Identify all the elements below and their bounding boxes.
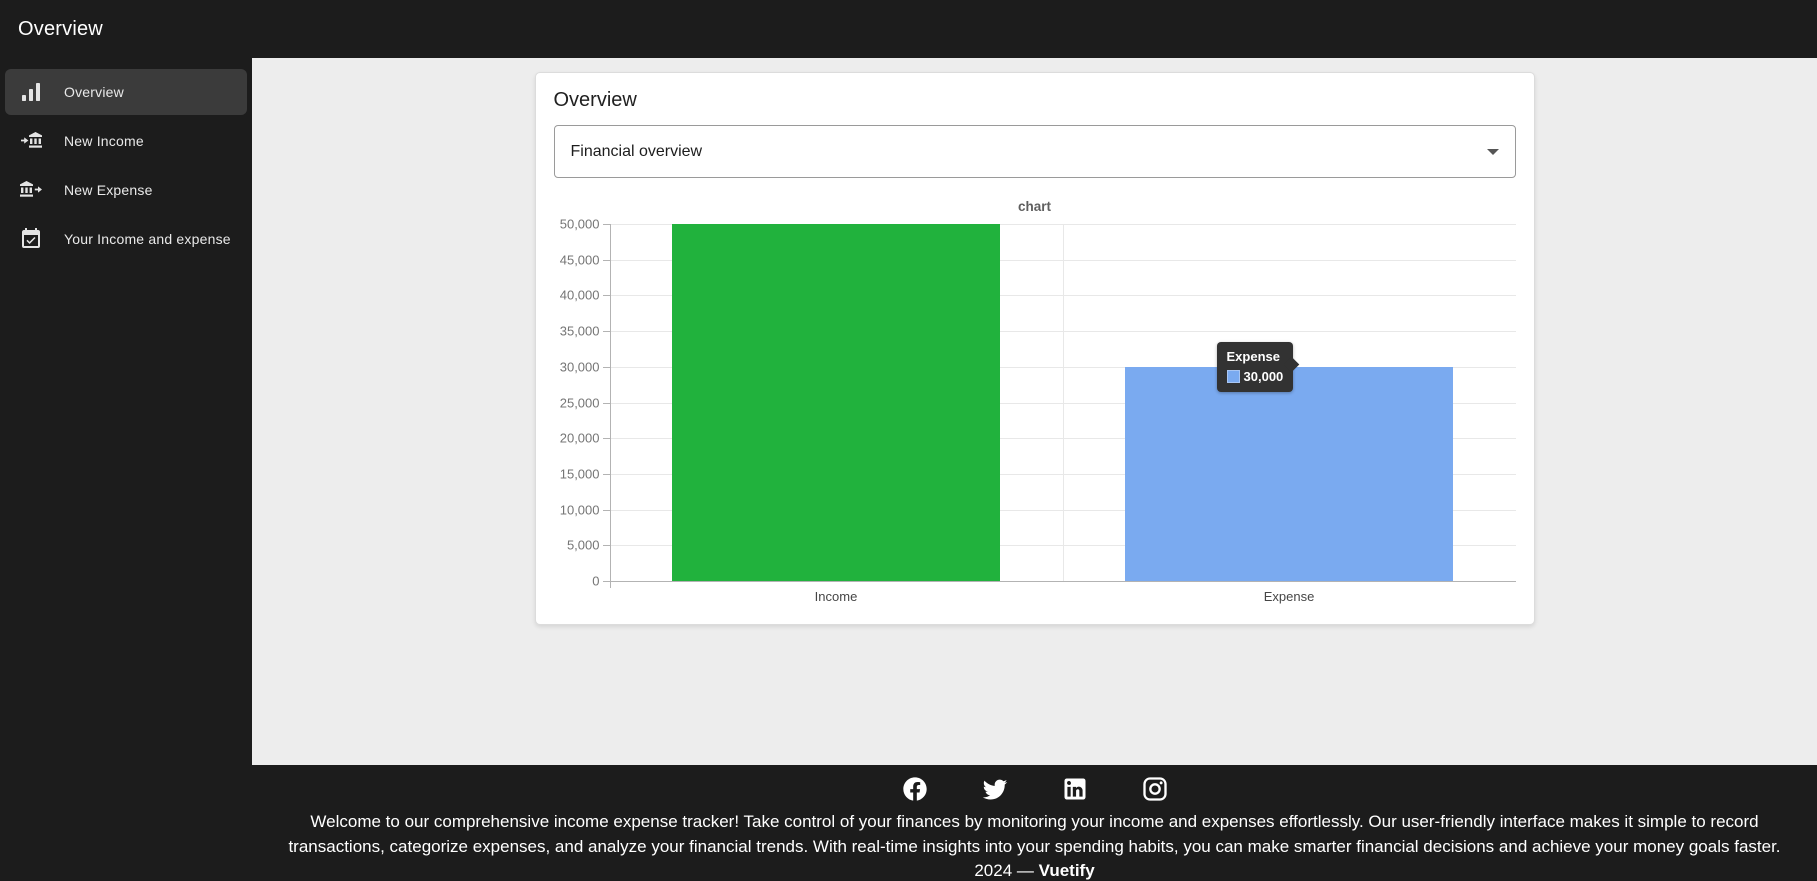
social-links [252, 775, 1817, 803]
x-category-label: Income [814, 589, 858, 604]
axis-tick [602, 509, 610, 511]
y-tick-label: 0 [592, 573, 600, 589]
bar-column [610, 224, 1063, 581]
tooltip-series-label: Expense [1226, 348, 1280, 364]
y-axis-labels: 50,000 45,000 40,000 35,000 30,000 25,000 20,0… [553, 217, 610, 589]
plot-area: Expense 30,000 [602, 224, 1516, 588]
footer-welcome-text: Welcome to our comprehensive income expe… [288, 812, 1781, 856]
overview-card: Overview Financial overview chart 50,000… [534, 72, 1535, 625]
bar-chart: chart 50,000 45,000 40,000 35,000 30,000 25,0… [536, 199, 1534, 604]
axis-tick [602, 402, 610, 404]
axis-tick [602, 366, 610, 368]
app-bar: Overview [0, 0, 1817, 58]
axis-tick [602, 473, 610, 475]
x-category-label: Expense [1263, 589, 1315, 604]
y-tick-label: 15,000 [559, 466, 600, 482]
facebook-icon[interactable] [901, 775, 929, 803]
y-tick-label: 10,000 [559, 502, 600, 518]
footer: Welcome to our comprehensive income expe… [0, 765, 1817, 881]
y-tick-label: 5,000 [566, 537, 600, 553]
sidebar-item-new-income[interactable]: New Income [5, 118, 247, 164]
chevron-down-icon [1486, 148, 1499, 155]
sidebar-item-label: Overview [64, 84, 124, 100]
sidebar-item-label: New Expense [64, 182, 153, 198]
bar-expense[interactable] [1124, 366, 1454, 581]
bar-income[interactable] [671, 224, 1001, 581]
y-tick-label: 25,000 [559, 395, 600, 410]
gridline [609, 581, 1516, 582]
axis-tick [602, 545, 610, 547]
footer-year: 2024 — [974, 861, 1039, 880]
bar-chart-icon [19, 80, 43, 104]
chart-title: chart [1017, 199, 1051, 214]
vertical-gridline [1062, 224, 1064, 581]
y-axis-line [609, 224, 611, 588]
calendar-check-icon [19, 227, 43, 251]
app-bar-title: Overview [18, 17, 103, 40]
tooltip-value: 30,000 [1243, 368, 1284, 384]
main-content: Overview Financial overview chart 50,000… [252, 58, 1817, 765]
y-tick-label: 30,000 [559, 359, 600, 375]
bars [610, 224, 1516, 581]
sidebar-item-label: Your Income and expense [64, 231, 231, 247]
chart-tooltip: Expense 30,000 [1216, 341, 1300, 392]
axis-tick [602, 331, 610, 333]
footer-brand: Vuetify [1038, 861, 1095, 880]
twitter-icon[interactable] [981, 775, 1009, 803]
sidebar-item-overview[interactable]: Overview [5, 69, 247, 115]
sidebar-item-your-income-and-expense[interactable]: Your Income and expense [5, 216, 247, 262]
select-value: Financial overview [570, 142, 703, 160]
sidebar: Overview New Income New Expense Your Inc… [0, 58, 252, 765]
y-tick-label: 40,000 [559, 287, 600, 303]
instagram-icon[interactable] [1141, 775, 1169, 803]
y-tick-label: 20,000 [559, 430, 600, 446]
sidebar-item-new-expense[interactable]: New Expense [5, 167, 247, 213]
footer-copyright: 2024 — Vuetify [252, 859, 1817, 881]
bar-column [1063, 224, 1516, 581]
bank-transfer-out-icon [19, 178, 43, 202]
y-tick-label: 50,000 [559, 216, 600, 232]
card-title: Overview [553, 89, 637, 111]
tooltip-color-swatch [1226, 369, 1240, 383]
axis-tick [602, 224, 610, 225]
y-tick-label: 45,000 [559, 252, 600, 268]
bank-transfer-in-icon [19, 129, 43, 153]
linkedin-icon[interactable] [1061, 775, 1089, 803]
axis-tick [602, 259, 610, 261]
financial-overview-select[interactable]: Financial overview [553, 125, 1516, 178]
axis-tick [602, 295, 610, 297]
x-axis-labels: Income Expense [610, 589, 1516, 604]
axis-tick [602, 438, 610, 440]
axis-tick [602, 581, 610, 582]
y-tick-label: 35,000 [559, 323, 600, 339]
sidebar-item-label: New Income [64, 133, 144, 149]
